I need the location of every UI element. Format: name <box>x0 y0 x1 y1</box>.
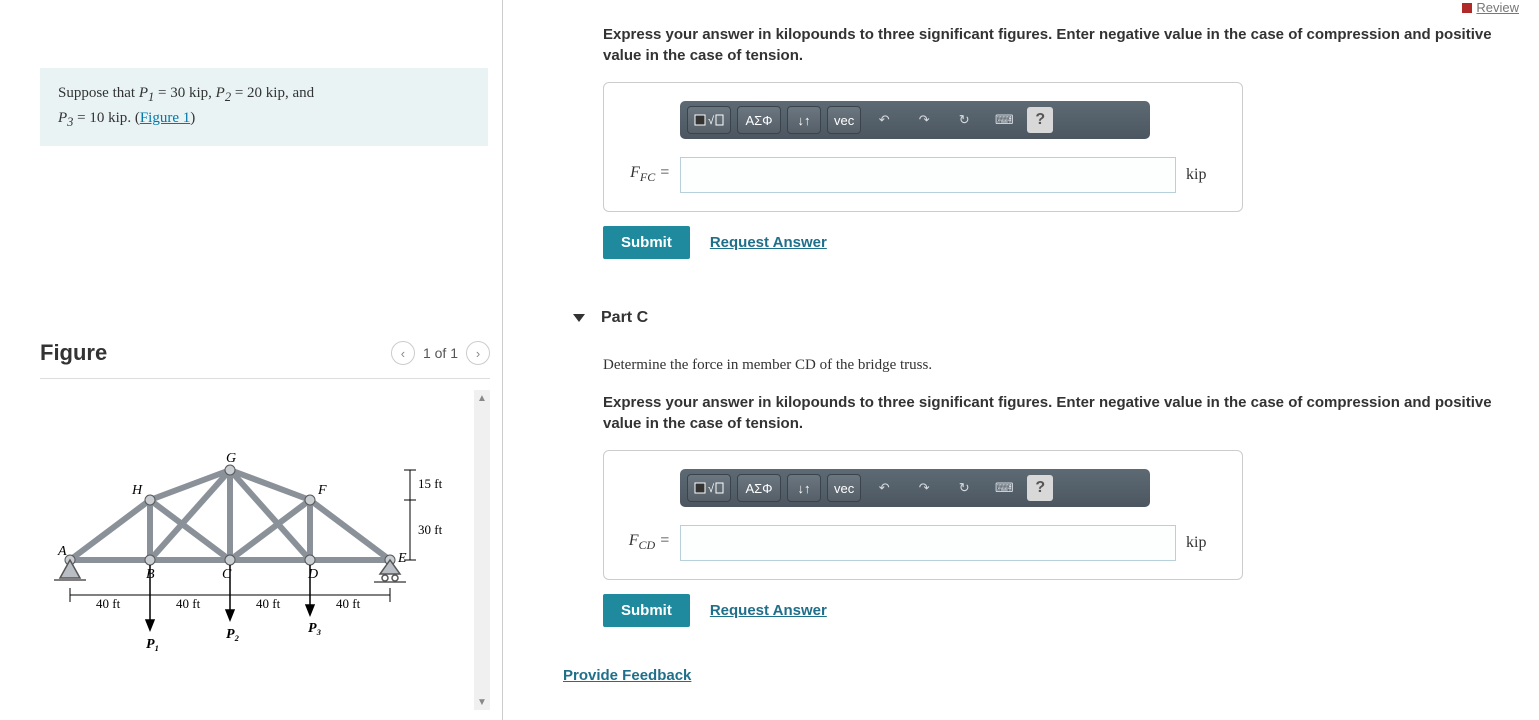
svg-text:G: G <box>226 451 236 466</box>
answer-box-fc: √ ΑΣΦ ↓↑ vec ↶ ↷ ↻ ⌨ ? FFC = kip <box>603 82 1243 212</box>
figure-title: Figure <box>40 340 107 366</box>
toolbar-help-button[interactable]: ? <box>1027 107 1053 133</box>
submit-row-fc: Submit Request Answer <box>603 226 1539 259</box>
svg-text:P₃: P₃ <box>308 621 322 636</box>
provide-feedback-link[interactable]: Provide Feedback <box>563 667 1539 684</box>
svg-text:E: E <box>397 551 407 566</box>
svg-text:15 ft: 15 ft <box>418 476 443 491</box>
instruction-fc: Express your answer in kilopounds to thr… <box>603 24 1499 66</box>
undo-button[interactable]: ↶ <box>867 474 901 502</box>
answer-label-cd: FCD = <box>620 532 670 553</box>
part-c-title: Part C <box>601 309 648 327</box>
templates-icon: √ <box>694 111 724 129</box>
figure-counter: 1 of 1 <box>423 345 458 361</box>
figure-prev-button[interactable]: ‹ <box>391 341 415 365</box>
keyboard-button[interactable]: ⌨ <box>987 106 1021 134</box>
review-icon <box>1462 3 1472 13</box>
svg-text:40 ft: 40 ft <box>176 596 201 611</box>
figure-header: Figure ‹ 1 of 1 › <box>40 340 490 376</box>
val-p3: = 10 kip <box>73 110 127 126</box>
svg-text:P₁: P₁ <box>146 637 159 652</box>
svg-text:P₂: P₂ <box>226 627 240 642</box>
figure-next-button[interactable]: › <box>466 341 490 365</box>
answer-unit-fc: kip <box>1186 166 1226 184</box>
part-c-header: Part C <box>573 309 1539 327</box>
svg-text:√: √ <box>708 115 715 127</box>
var-p1: P1 <box>139 85 154 101</box>
greek-button[interactable]: ΑΣΦ <box>737 474 781 502</box>
problem-givens-box: Suppose that P1 = 30 kip, P2 = 20 kip, a… <box>40 68 488 146</box>
redo-button[interactable]: ↷ <box>907 106 941 134</box>
given-prefix: Suppose that <box>58 85 139 101</box>
svg-text:A: A <box>57 544 67 559</box>
submit-button-cd[interactable]: Submit <box>603 594 690 627</box>
figure-link[interactable]: Figure 1 <box>140 110 190 126</box>
scroll-up-icon[interactable]: ▲ <box>474 390 490 406</box>
request-answer-link-fc[interactable]: Request Answer <box>710 234 827 251</box>
svg-text:40 ft: 40 ft <box>256 596 281 611</box>
answer-input-cd[interactable] <box>680 525 1176 561</box>
figure-divider <box>40 378 490 379</box>
equation-toolbar-cd: √ ΑΣΦ ↓↑ vec ↶ ↷ ↻ ⌨ ? <box>680 469 1150 507</box>
svg-text:H: H <box>131 483 143 498</box>
reset-button[interactable]: ↻ <box>947 474 981 502</box>
templates-button[interactable]: √ <box>687 474 731 502</box>
equation-toolbar-fc: √ ΑΣΦ ↓↑ vec ↶ ↷ ↻ ⌨ ? <box>680 101 1150 139</box>
instruction-cd: Express your answer in kilopounds to thr… <box>603 392 1499 434</box>
svg-text:D: D <box>307 567 318 582</box>
figure-area: A B C D E H G F P₁ P₂ P₃ <box>40 390 490 710</box>
var-p2: P2 <box>216 85 231 101</box>
left-panel: Suppose that P1 = 30 kip, P2 = 20 kip, a… <box>0 0 502 720</box>
submit-row-cd: Submit Request Answer <box>603 594 1539 627</box>
answer-label-fc: FFC = <box>620 164 670 185</box>
scroll-down-icon[interactable]: ▼ <box>474 694 490 710</box>
svg-text:F: F <box>317 483 327 498</box>
vector-button[interactable]: vec <box>827 474 861 502</box>
review-link[interactable]: Review <box>1462 0 1519 15</box>
toolbar-help-button[interactable]: ? <box>1027 475 1053 501</box>
answer-row-fc: FFC = kip <box>620 157 1226 193</box>
svg-text:√: √ <box>708 483 715 495</box>
submit-button-fc[interactable]: Submit <box>603 226 690 259</box>
val-p2: = 20 kip <box>231 85 285 101</box>
templates-button[interactable]: √ <box>687 106 731 134</box>
val-p1: = 30 kip <box>154 85 208 101</box>
var-p3: P3 <box>58 110 73 126</box>
greek-button[interactable]: ΑΣΦ <box>737 106 781 134</box>
svg-text:30 ft: 30 ft <box>418 522 443 537</box>
vector-button[interactable]: vec <box>827 106 861 134</box>
svg-text:40 ft: 40 ft <box>96 596 121 611</box>
figure-scrollbar[interactable]: ▲ ▼ <box>474 390 490 710</box>
right-panel: Review Express your answer in kilopounds… <box>503 0 1539 720</box>
answer-box-cd: √ ΑΣΦ ↓↑ vec ↶ ↷ ↻ ⌨ ? FCD = kip <box>603 450 1243 580</box>
reset-button[interactable]: ↻ <box>947 106 981 134</box>
subscript-button[interactable]: ↓↑ <box>787 474 821 502</box>
redo-button[interactable]: ↷ <box>907 474 941 502</box>
templates-icon: √ <box>694 479 724 497</box>
subscript-button[interactable]: ↓↑ <box>787 106 821 134</box>
svg-text:40 ft: 40 ft <box>336 596 361 611</box>
truss-diagram: A B C D E H G F P₁ P₂ P₃ <box>40 390 470 690</box>
part-c-question: Determine the force in member CD of the … <box>603 355 1499 376</box>
answer-row-cd: FCD = kip <box>620 525 1226 561</box>
collapse-icon[interactable] <box>573 314 585 322</box>
answer-input-fc[interactable] <box>680 157 1176 193</box>
undo-button[interactable]: ↶ <box>867 106 901 134</box>
figure-nav: ‹ 1 of 1 › <box>391 341 490 365</box>
request-answer-link-cd[interactable]: Request Answer <box>710 602 827 619</box>
keyboard-button[interactable]: ⌨ <box>987 474 1021 502</box>
answer-unit-cd: kip <box>1186 534 1226 552</box>
